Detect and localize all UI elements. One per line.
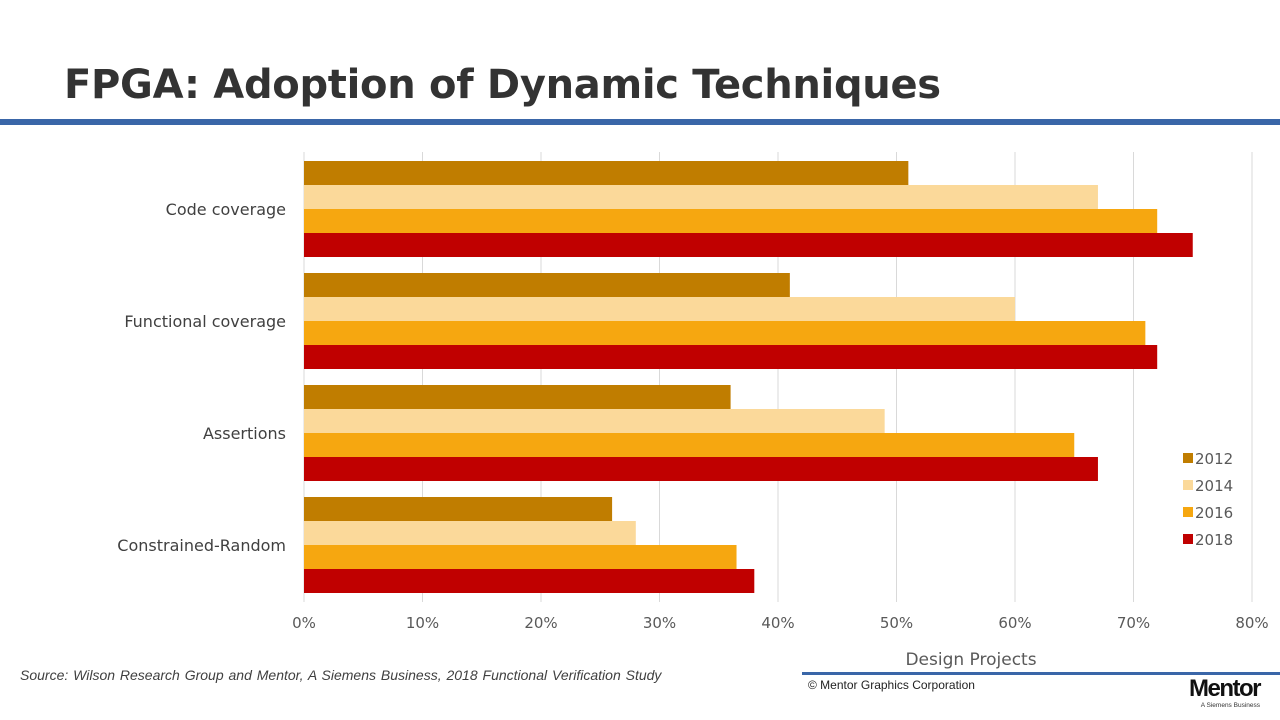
footer-divider <box>802 672 1280 675</box>
bar-2016 <box>304 545 737 569</box>
bar-2014 <box>304 409 885 433</box>
logo-wordmark: Mentor <box>1189 675 1262 702</box>
legend-swatch <box>1183 453 1193 463</box>
category-label: Constrained-Random <box>117 536 286 555</box>
x-tick-label: 30% <box>643 614 676 632</box>
copyright-text: © Mentor Graphics Corporation <box>808 678 975 692</box>
x-tick-label: 50% <box>880 614 913 632</box>
bar-2018 <box>304 569 755 593</box>
bar-2014 <box>304 521 636 545</box>
bar-2014 <box>304 297 1015 321</box>
bar-2014 <box>304 185 1098 209</box>
mentor-logo: Mentor A Siemens Business <box>1189 675 1262 710</box>
category-labels: Code coverage Functional coverage Assertio… <box>117 200 286 555</box>
bar-2016 <box>304 321 1146 345</box>
legend-label: 2014 <box>1195 477 1233 495</box>
x-tick-label: 60% <box>998 614 1031 632</box>
x-tick-label: 10% <box>406 614 439 632</box>
logo-tagline: A Siemens Business <box>1200 702 1260 709</box>
x-tick-label: 0% <box>292 614 316 632</box>
bar-2012 <box>304 385 731 409</box>
bar-2018 <box>304 233 1193 257</box>
chart-bars <box>304 161 1193 593</box>
x-axis-title: Design Projects <box>905 650 1036 670</box>
source-note: Source: Wilson Research Group and Mentor… <box>20 667 662 683</box>
bar-2018 <box>304 457 1098 481</box>
legend-swatch <box>1183 507 1193 517</box>
legend-label: 2016 <box>1195 504 1233 522</box>
bar-2012 <box>304 161 909 185</box>
bar-2016 <box>304 433 1075 457</box>
x-tick-labels: 0% 10% 20% 30% 40% 50% 60% 70% 80% <box>292 614 1269 632</box>
legend-swatch <box>1183 534 1193 544</box>
chart-legend: 2012 2014 2016 2018 <box>1183 450 1233 549</box>
category-label: Code coverage <box>166 200 286 219</box>
category-label: Functional coverage <box>124 312 286 331</box>
legend-label: 2018 <box>1195 531 1233 549</box>
x-tick-label: 20% <box>524 614 557 632</box>
legend-swatch <box>1183 480 1193 490</box>
slide-title: FPGA: Adoption of Dynamic Techniques <box>64 62 941 108</box>
bar-2012 <box>304 497 613 521</box>
x-tick-label: 80% <box>1235 614 1268 632</box>
x-tick-label: 40% <box>761 614 794 632</box>
title-divider <box>0 119 1280 125</box>
x-tick-label: 70% <box>1117 614 1150 632</box>
bar-2018 <box>304 345 1158 369</box>
legend-label: 2012 <box>1195 450 1233 468</box>
category-label: Assertions <box>203 424 286 443</box>
bar-2012 <box>304 273 790 297</box>
bar-2016 <box>304 209 1158 233</box>
